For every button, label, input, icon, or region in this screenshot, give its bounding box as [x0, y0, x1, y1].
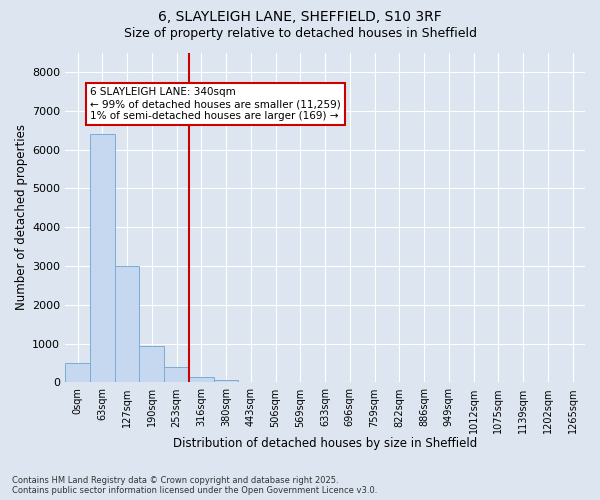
Text: 6 SLAYLEIGH LANE: 340sqm
← 99% of detached houses are smaller (11,259)
1% of sem: 6 SLAYLEIGH LANE: 340sqm ← 99% of detach…: [90, 88, 341, 120]
Text: Contains HM Land Registry data © Crown copyright and database right 2025.
Contai: Contains HM Land Registry data © Crown c…: [12, 476, 377, 495]
Text: 6, SLAYLEIGH LANE, SHEFFIELD, S10 3RF: 6, SLAYLEIGH LANE, SHEFFIELD, S10 3RF: [158, 10, 442, 24]
Bar: [65, 363, 90, 382]
X-axis label: Distribution of detached houses by size in Sheffield: Distribution of detached houses by size …: [173, 437, 477, 450]
Bar: [164, 367, 189, 382]
Y-axis label: Number of detached properties: Number of detached properties: [15, 124, 28, 310]
Bar: [115, 266, 139, 382]
Bar: [214, 380, 238, 382]
Text: Size of property relative to detached houses in Sheffield: Size of property relative to detached ho…: [124, 28, 476, 40]
Bar: [189, 376, 214, 382]
Bar: [90, 134, 115, 382]
Bar: [139, 346, 164, 383]
